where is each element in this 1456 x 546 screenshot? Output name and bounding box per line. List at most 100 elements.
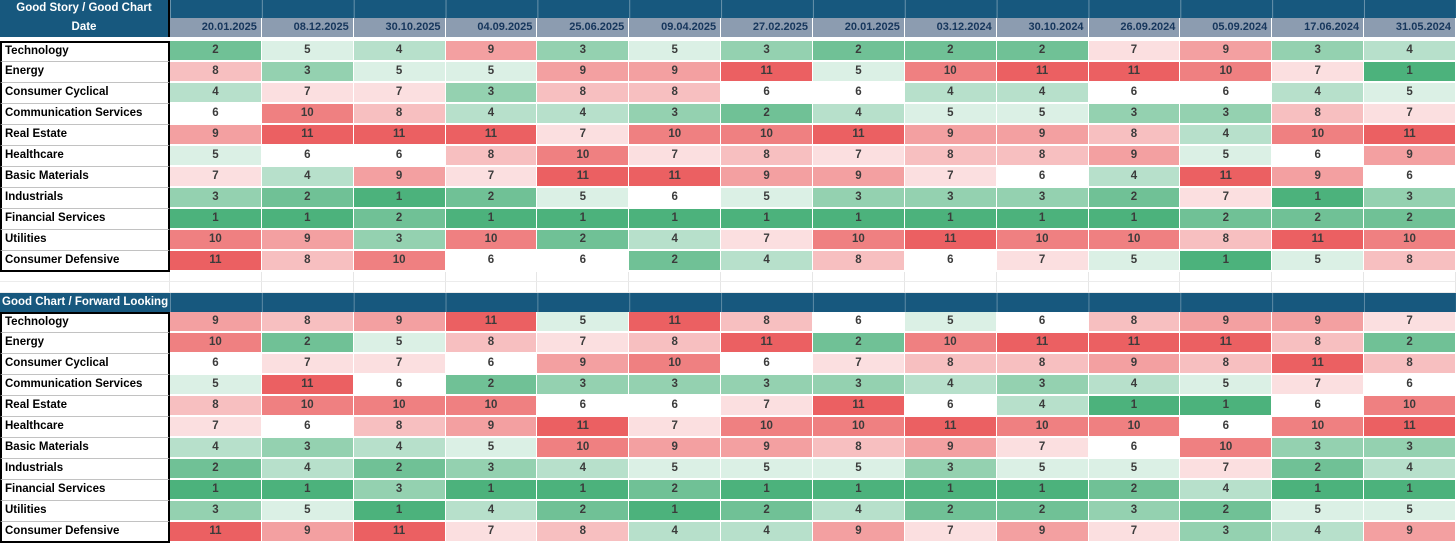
value-cell[interactable]: 5 [445,62,538,83]
row-label-healthcare[interactable]: Healthcare [0,417,170,438]
value-cell[interactable]: 2 [170,41,262,62]
row-label-communication-services[interactable]: Communication Services [0,104,170,125]
value-cell[interactable]: 1 [721,209,813,230]
value-cell[interactable]: 5 [1088,251,1181,272]
value-cell[interactable]: 5 [1364,501,1456,522]
value-cell[interactable]: 6 [721,354,813,375]
value-cell[interactable]: 4 [904,375,997,396]
value-cell[interactable]: 1 [1272,188,1365,209]
value-cell[interactable]: 11 [353,125,446,146]
value-cell[interactable]: 6 [904,396,997,417]
value-cell[interactable]: 2 [1364,209,1456,230]
value-cell[interactable]: 10 [1088,417,1181,438]
value-cell[interactable]: 6 [261,146,354,167]
value-cell[interactable]: 10 [996,417,1089,438]
value-cell[interactable]: 3 [261,62,354,83]
value-cell[interactable]: 7 [904,167,997,188]
value-cell[interactable]: 8 [170,396,262,417]
value-cell[interactable]: 1 [904,480,997,501]
value-cell[interactable]: 5 [445,438,538,459]
value-cell[interactable]: 5 [629,459,722,480]
value-cell[interactable]: 11 [537,417,630,438]
value-cell[interactable]: 4 [445,501,538,522]
value-cell[interactable]: 6 [353,375,446,396]
value-cell[interactable]: 7 [629,417,722,438]
value-cell[interactable]: 7 [629,146,722,167]
value-cell[interactable]: 8 [170,62,262,83]
value-cell[interactable]: 1 [170,209,262,230]
value-cell[interactable]: 4 [1364,459,1456,480]
date-header-cell[interactable]: 20.01.2025 [170,18,262,37]
value-cell[interactable]: 4 [1180,480,1273,501]
value-cell[interactable]: 7 [261,354,354,375]
value-cell[interactable]: 11 [996,333,1089,354]
row-label-basic-materials[interactable]: Basic Materials [0,167,170,188]
value-cell[interactable]: 9 [629,438,722,459]
value-cell[interactable]: 7 [261,83,354,104]
value-cell[interactable]: 7 [1272,375,1365,396]
value-cell[interactable]: 11 [1088,333,1181,354]
value-cell[interactable]: 5 [537,188,630,209]
value-cell[interactable]: 6 [812,312,905,333]
value-cell[interactable]: 8 [353,104,446,125]
value-cell[interactable]: 10 [721,417,813,438]
value-cell[interactable]: 8 [1180,354,1273,375]
date-header-cell[interactable]: 30.10.2024 [996,18,1089,37]
value-cell[interactable]: 1 [1364,480,1456,501]
value-cell[interactable]: 1 [1180,396,1273,417]
value-cell[interactable]: 3 [353,480,446,501]
value-cell[interactable]: 1 [904,209,997,230]
value-cell[interactable]: 10 [629,125,722,146]
value-cell[interactable]: 7 [445,167,538,188]
value-cell[interactable]: 1 [445,209,538,230]
value-cell[interactable]: 11 [170,251,262,272]
value-cell[interactable]: 4 [353,41,446,62]
value-cell[interactable]: 6 [261,417,354,438]
value-cell[interactable]: 11 [1088,62,1181,83]
value-cell[interactable]: 9 [1088,146,1181,167]
date-header-cell[interactable]: 17.06.2024 [1272,18,1365,37]
value-cell[interactable]: 10 [537,146,630,167]
value-cell[interactable]: 9 [629,62,722,83]
value-cell[interactable]: 9 [1180,312,1273,333]
value-cell[interactable]: 4 [537,459,630,480]
value-cell[interactable]: 7 [996,251,1089,272]
value-cell[interactable]: 5 [170,146,262,167]
value-cell[interactable]: 7 [812,146,905,167]
value-cell[interactable]: 8 [904,354,997,375]
value-cell[interactable]: 10 [261,104,354,125]
value-cell[interactable]: 2 [812,333,905,354]
value-cell[interactable]: 11 [1364,417,1456,438]
value-cell[interactable]: 10 [1272,417,1365,438]
value-cell[interactable]: 3 [629,104,722,125]
value-cell[interactable]: 10 [1272,125,1365,146]
value-cell[interactable]: 9 [445,417,538,438]
value-cell[interactable]: 4 [996,396,1089,417]
value-cell[interactable]: 3 [812,188,905,209]
date-header-cell[interactable]: 26.09.2024 [1088,18,1181,37]
value-cell[interactable]: 8 [629,83,722,104]
value-cell[interactable]: 4 [629,522,722,543]
value-cell[interactable]: 11 [996,62,1089,83]
value-cell[interactable]: 8 [1272,104,1365,125]
value-cell[interactable]: 5 [261,41,354,62]
value-cell[interactable]: 1 [996,209,1089,230]
value-cell[interactable]: 9 [353,167,446,188]
row-label-utilities[interactable]: Utilities [0,501,170,522]
value-cell[interactable]: 10 [261,396,354,417]
value-cell[interactable]: 7 [353,354,446,375]
value-cell[interactable]: 2 [629,480,722,501]
value-cell[interactable]: 10 [170,230,262,251]
row-label-utilities[interactable]: Utilities [0,230,170,251]
value-cell[interactable]: 7 [445,522,538,543]
date-row-label-cell[interactable]: Date [0,18,170,37]
value-cell[interactable]: 6 [1180,417,1273,438]
value-cell[interactable]: 7 [721,396,813,417]
value-cell[interactable]: 7 [1272,62,1365,83]
value-cell[interactable]: 4 [1272,522,1365,543]
value-cell[interactable]: 10 [1364,230,1456,251]
value-cell[interactable]: 1 [721,480,813,501]
value-cell[interactable]: 1 [629,209,722,230]
value-cell[interactable]: 7 [996,438,1089,459]
value-cell[interactable]: 9 [812,522,905,543]
